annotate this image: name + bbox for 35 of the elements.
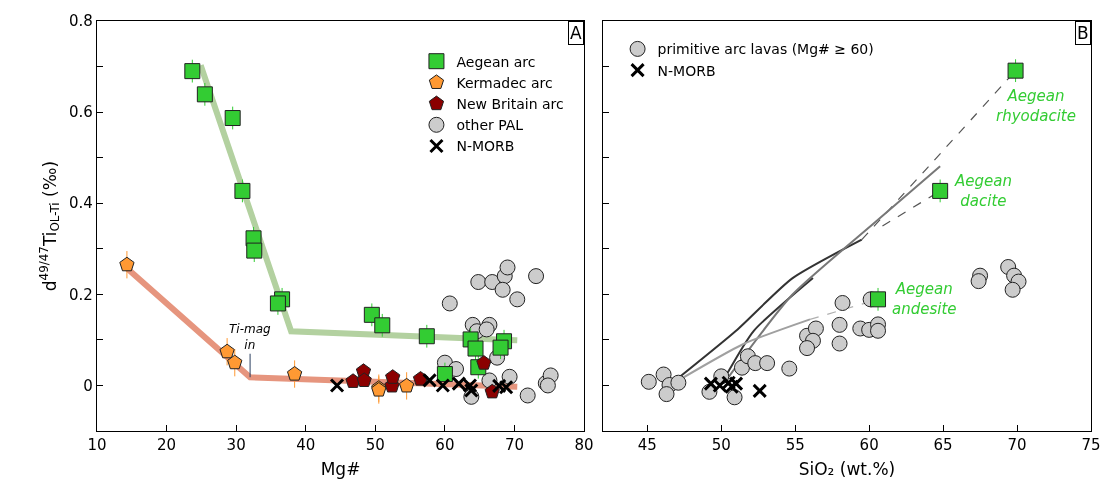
legend-label: primitive arc lavas (Mg# ≥ 60) — [657, 41, 874, 58]
legend-label: N-MORB — [456, 138, 515, 155]
x-tick-label: 65 — [933, 436, 953, 455]
x-tick-label: 70 — [504, 436, 525, 455]
x-tick-label: 50 — [711, 436, 731, 455]
annotation: Ti-mag in — [229, 322, 272, 352]
x-axis-title: SiO₂ (wt.%) — [798, 459, 896, 480]
x-tick-label: 60 — [859, 436, 879, 455]
y-tick-label: 0.6 — [69, 103, 93, 122]
x-tick-label: 70 — [1007, 436, 1027, 455]
x-tick-label: 75 — [1081, 436, 1101, 455]
y-tick-label: 0.2 — [69, 285, 93, 304]
annotation: Aegean dacite — [954, 172, 1012, 210]
x-axis-title: Mg# — [320, 459, 361, 480]
y-tick-label: 0.4 — [69, 194, 93, 213]
legend-label: other PAL — [456, 117, 524, 134]
x-tick-label: 80 — [574, 436, 594, 455]
x-tick-label: 45 — [637, 436, 657, 455]
annotation: Aegean andesite — [892, 280, 957, 318]
legend-label: Aegean arc — [456, 53, 536, 70]
x-tick-label: 20 — [157, 436, 177, 455]
x-tick-label: 60 — [435, 436, 455, 455]
legend-label: Kermadec arc — [456, 74, 553, 91]
legend-label: N-MORB — [657, 62, 716, 79]
x-tick-label: 40 — [296, 436, 316, 455]
x-tick-label: 30 — [226, 436, 246, 455]
legend-label: New Britain arc — [456, 96, 564, 113]
annotation: Aegean rhyodacite — [996, 87, 1076, 125]
annotation: A — [570, 23, 582, 43]
y-tick-label: 0 — [83, 376, 93, 395]
x-tick-label: 55 — [785, 436, 805, 455]
annotation: B — [1077, 23, 1089, 43]
y-tick-label: 0.8 — [69, 12, 93, 31]
x-tick-label: 50 — [365, 436, 385, 455]
x-tick-label: 10 — [87, 436, 107, 455]
